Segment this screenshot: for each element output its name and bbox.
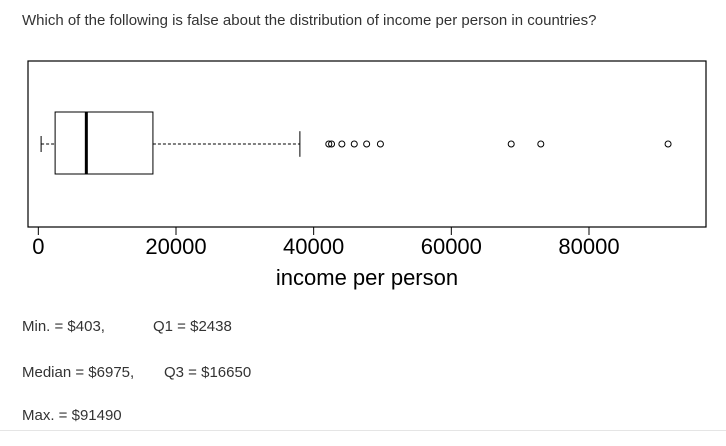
x-tick-label-20000: 20000 (145, 234, 206, 259)
x-tick-label-80000: 80000 (558, 234, 619, 259)
outlier-point-1 (325, 140, 333, 148)
stat-max: Max. = $91490 (22, 407, 122, 424)
x-tick-label-0: 0 (32, 234, 44, 259)
bottom-divider (0, 430, 726, 431)
outlier-point-5 (363, 140, 371, 148)
outlier-point-6 (376, 140, 384, 148)
question-text: Which of the following is false about th… (22, 12, 597, 29)
outlier-point-9 (664, 140, 672, 148)
stat-min: Min. = $403, (22, 318, 105, 335)
stat-q1: Q1 = $2438 (153, 318, 232, 335)
x-tick-label-60000: 60000 (421, 234, 482, 259)
outlier-point-4 (350, 140, 358, 148)
outlier-point-8 (537, 140, 545, 148)
x-tick-label-40000: 40000 (283, 234, 344, 259)
box-layer (40, 111, 301, 175)
outlier-point-3 (338, 140, 346, 148)
plot-frame (27, 60, 707, 228)
stat-median: Median = $6975, (22, 364, 135, 381)
iqr-box (54, 111, 154, 175)
outlier-layer (325, 140, 672, 148)
x-axis-label: income per person (276, 265, 458, 290)
stat-q3: Q3 = $16650 (164, 364, 252, 381)
outlier-point-2 (328, 140, 336, 148)
boxplot-chart: 0 20000 40000 60000 80000 income per person (27, 60, 707, 290)
x-axis: 0 20000 40000 60000 80000 (32, 227, 620, 259)
outlier-point-7 (507, 140, 515, 148)
